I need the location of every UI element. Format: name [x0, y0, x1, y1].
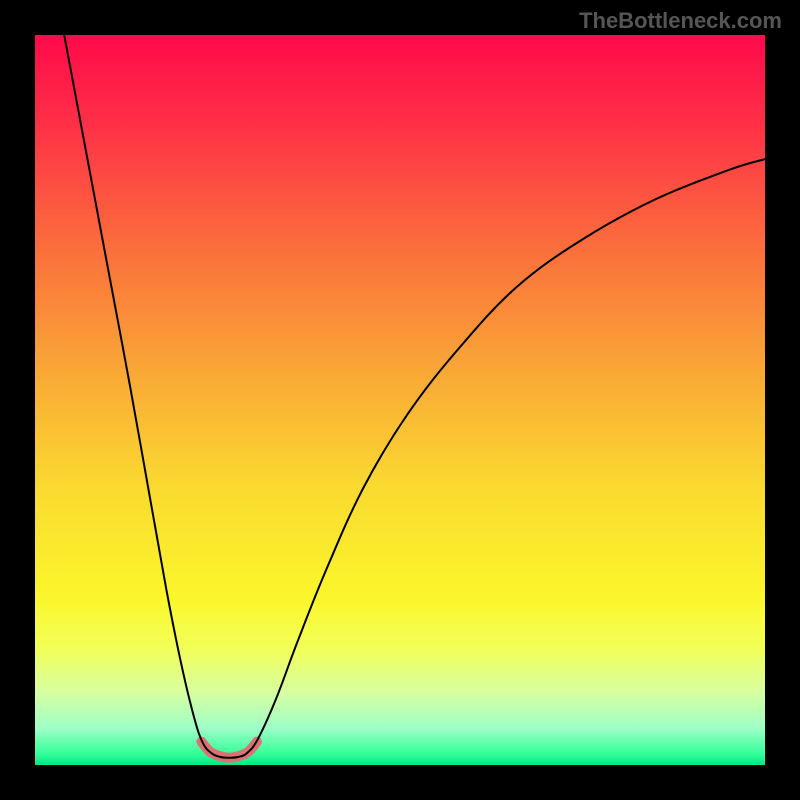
trough-marker-curve — [201, 742, 256, 758]
main-bottleneck-curve — [64, 35, 765, 758]
plot-region — [35, 35, 765, 765]
curve-layer — [35, 35, 765, 765]
watermark: TheBottleneck.com — [579, 8, 782, 34]
